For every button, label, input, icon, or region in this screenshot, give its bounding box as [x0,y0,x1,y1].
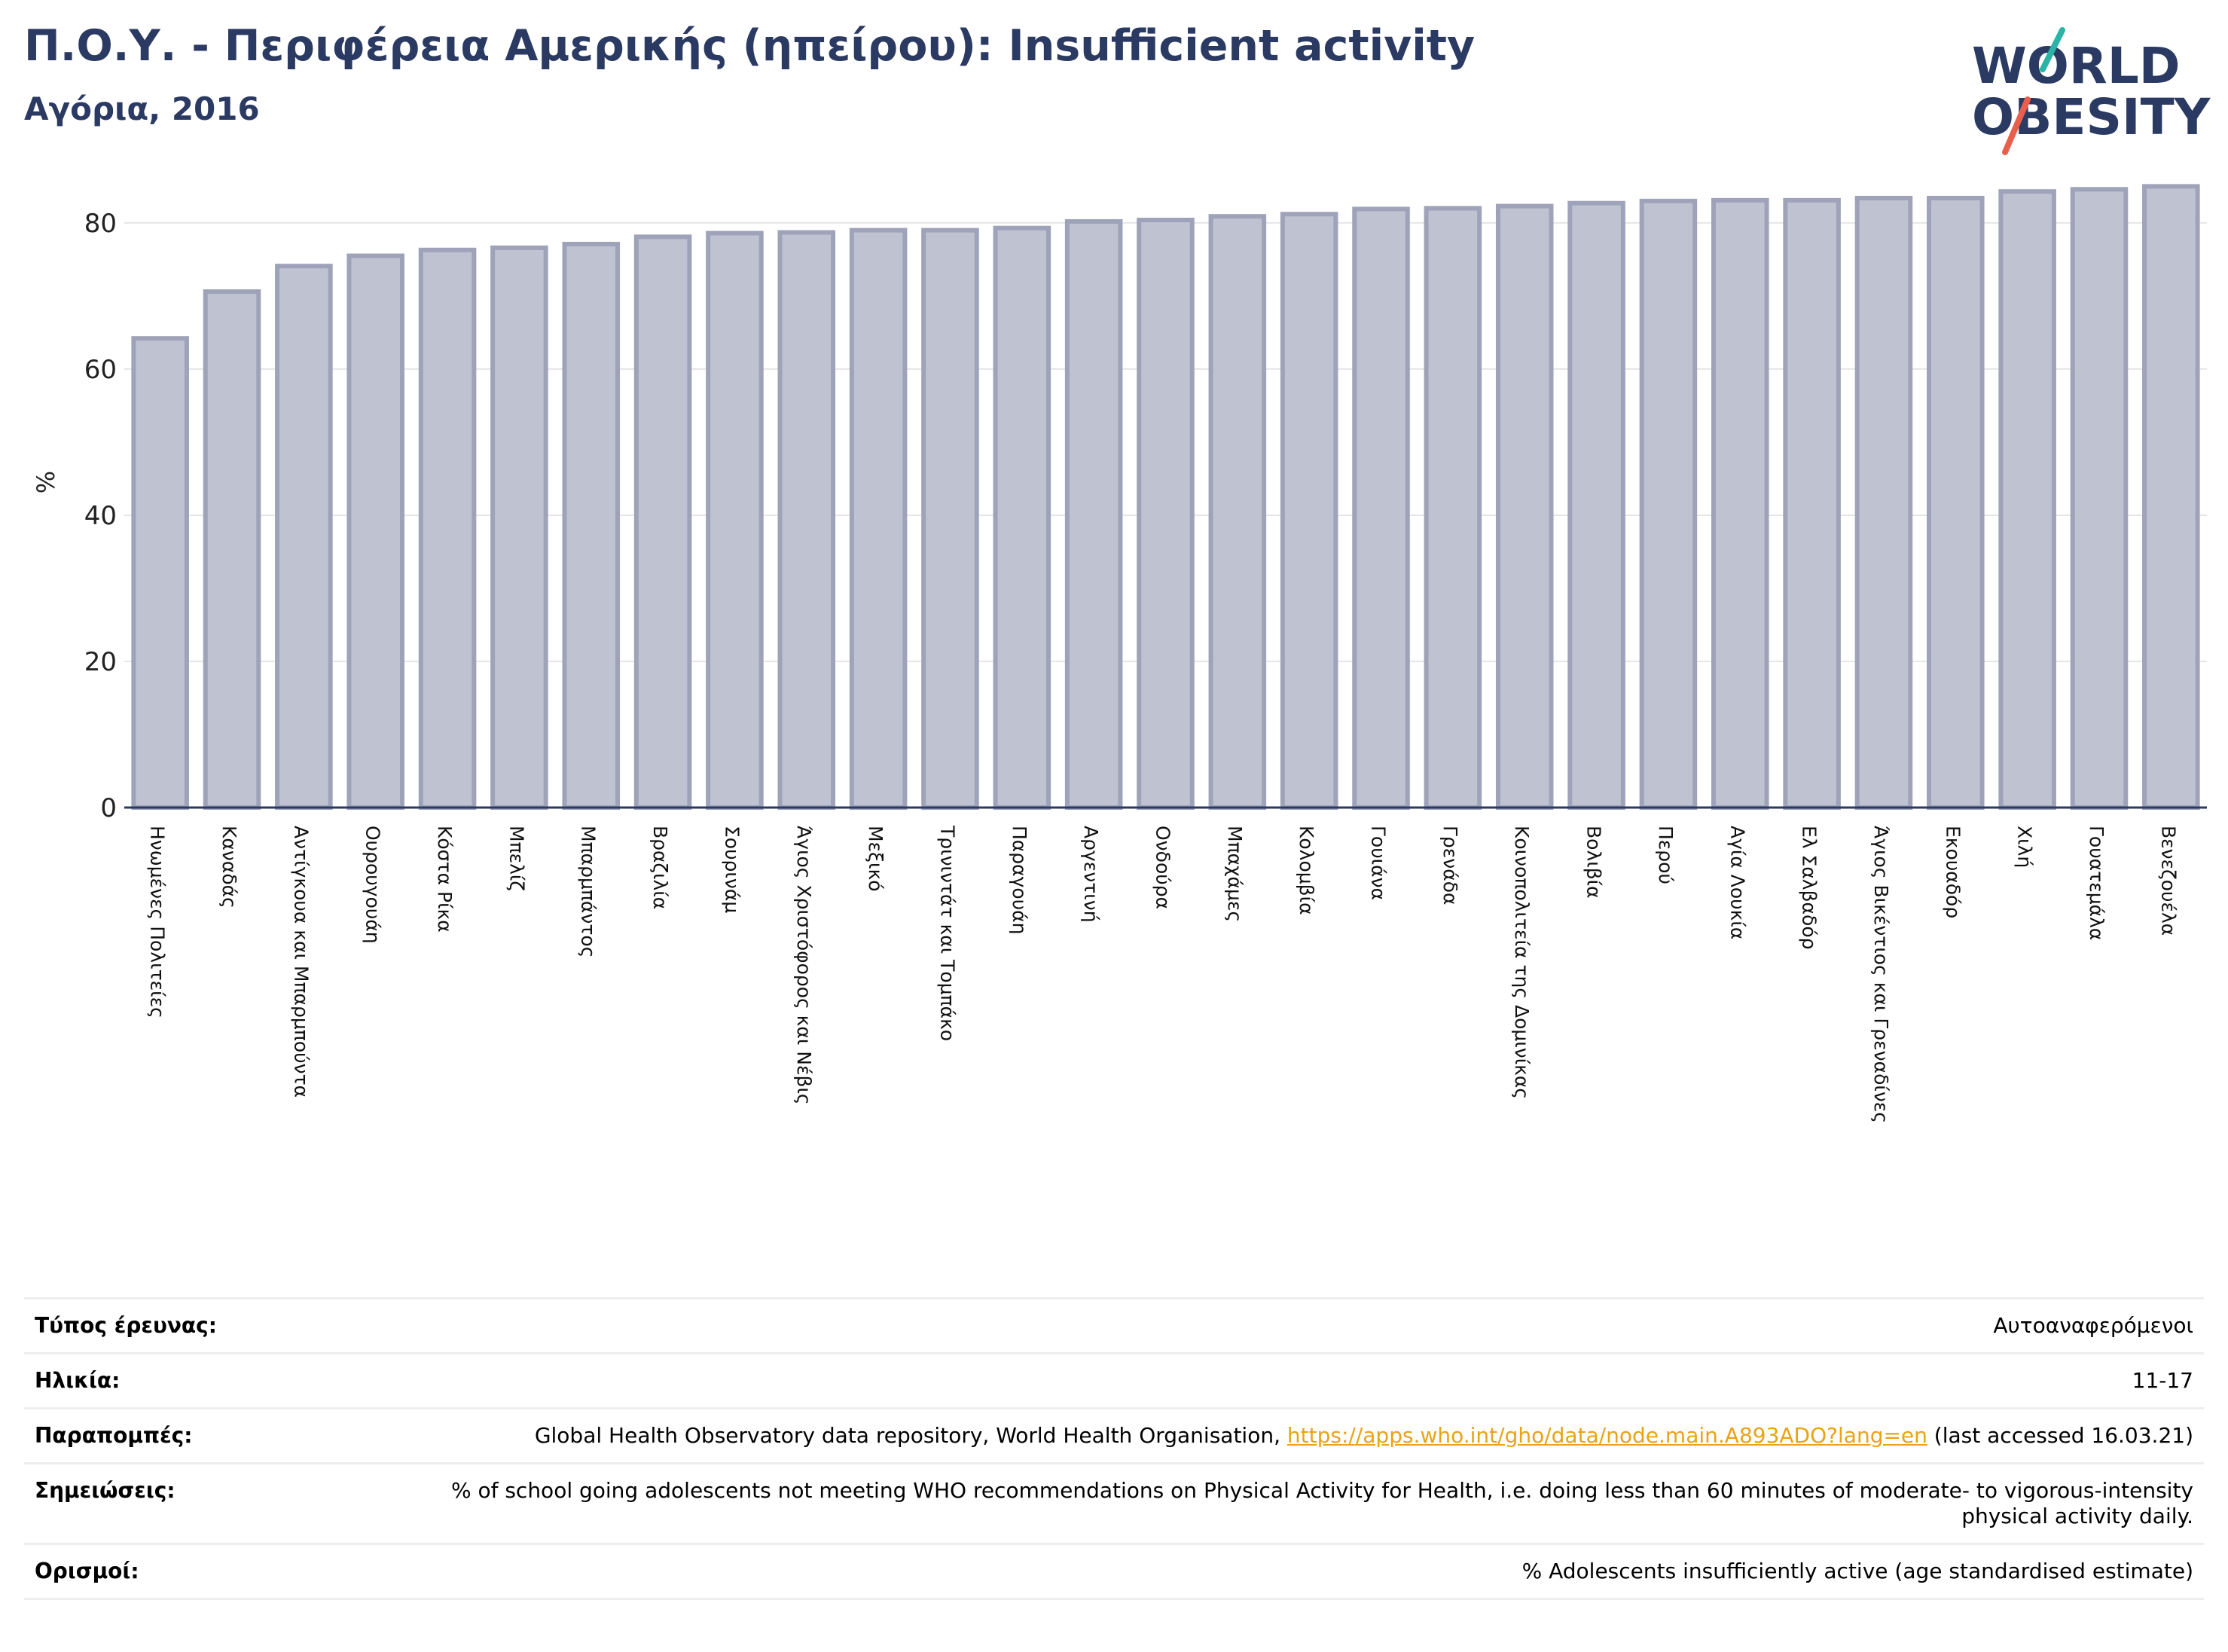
x-tick-labels: Ηνωμένες Πολιτείες Καναδάς Αντίγκουα και Μ… [147,825,2180,1123]
bar [203,289,261,810]
x-tick-label: Μπελίζ [505,826,527,891]
meta-value: Global Health Observatory data repositor… [422,1407,2204,1464]
chart-title: Π.Ο.Υ. - Περιφέρεια Αμερικής (ηπείρου): … [24,21,1476,71]
bar [1567,200,1625,810]
bar [1352,206,1410,810]
meta-value: % Adolescents insufficiently active (age… [422,1543,2204,1600]
meta-value: % of school going adolescents not meetin… [422,1462,2204,1545]
meta-label: Ορισμοί: [24,1543,422,1600]
x-tick-label: Ελ Σαλβαδόρ [1799,826,1821,950]
x-tick-label: Αργεντινή [1080,826,1102,923]
y-tick-label: 60 [84,355,117,385]
bar [2070,187,2129,810]
world-obesity-logo: WORLD OBESITY [1972,27,2211,155]
bar [1424,206,1482,810]
y-tick-label: 20 [84,647,117,677]
y-tick-label: 80 [84,209,117,239]
bar [1495,203,1554,810]
x-tick-label: Μπαχάμες [1224,826,1246,922]
x-tick-label: Μεξικό [865,826,887,892]
bar [2142,184,2200,811]
meta-row-references: Παραπομπές: Global Health Observatory da… [24,1407,2204,1464]
x-tick-label: Περού [1655,826,1677,884]
meta-row-age: Ηλικία: 11-17 [24,1352,2204,1409]
x-tick-label: Αντίγκουα και Μπαρμπούντα [290,826,312,1098]
meta-row-survey-type: Τύπος έρευνας: Αυτοαναφερόμενοι [24,1297,2204,1354]
bar [1783,197,1841,810]
bar [921,227,979,810]
svg-text:WORLD: WORLD [1972,37,2181,95]
bar [777,230,836,810]
meta-label: Παραπομπές: [24,1407,422,1464]
x-tick-label: Μπαρμπάντος [578,826,600,957]
bar [490,245,548,810]
reference-link[interactable]: https://apps.who.int/gho/data/node.main.… [1286,1423,1927,1448]
bar [1854,195,1913,810]
bar [1137,218,1195,810]
bar [1208,214,1267,810]
meta-label: Σημειώσεις: [24,1462,422,1545]
x-tick-label: Σουρινάμ [721,826,743,913]
meta-row-definitions: Ορισμοί: % Adolescents insufficiently ac… [24,1543,2204,1600]
bar [993,225,1051,810]
bar [562,242,621,810]
bar [275,264,333,810]
x-tick-label: Γουιάνα [1368,826,1390,900]
x-tick-label: Εκουαδόρ [1942,826,1964,918]
x-tick-label: Βενεζουέλα [2157,826,2179,936]
y-axis: 0 20 40 60 80 [84,209,117,823]
x-tick-label: Κολομβία [1296,826,1317,915]
x-tick-label: Παραγουάη [1009,826,1030,935]
reference-text: Global Health Observatory data repositor… [534,1423,1287,1448]
meta-value: 11-17 [422,1352,2204,1409]
bar [706,231,764,810]
x-tick-label: Βολιβία [1583,826,1605,899]
x-tick-label: Κόστα Ρίκα [434,826,456,933]
reference-suffix: (last accessed 16.03.21) [1927,1423,2193,1448]
x-tick-label: Χιλή [2014,826,2036,868]
metadata-table: Τύπος έρευνας: Αυτοαναφερόμενοι Ηλικία: … [24,1297,2204,1600]
bar [131,336,189,810]
bar [1280,212,1338,810]
x-tick-label: Ονδούρα [1152,826,1174,909]
bar [1711,197,1769,810]
x-tick-label: Άγιος Βικέντιος και Γρεναδίνες [1870,826,1892,1123]
bar [418,247,477,810]
bars [131,184,2200,811]
bar [1064,218,1123,810]
bar [346,253,404,810]
chart-subtitle: Αγόρια, 2016 [24,90,260,127]
bar [1998,189,2056,810]
bar [633,234,692,811]
x-tick-label: Αγία Λουκία [1726,826,1748,939]
x-tick-label: Κοινοπολιτεία της Δομινίκας [1511,826,1533,1099]
bar [849,227,908,810]
x-tick-label: Τρινιντάτ και Τομπάκο [936,825,958,1041]
x-tick-label: Γρενάδα [1439,826,1461,905]
meta-label: Ηλικία: [24,1352,422,1409]
meta-row-notes: Σημειώσεις: % of school going adolescent… [24,1462,2204,1545]
x-tick-label: Βραζιλία [649,826,671,909]
x-tick-label: Ουρουγουάη [362,826,384,944]
bar-chart: 0 20 40 60 80 Ηνωμένες Πολιτείες Καναδάς Αντίγ… [32,184,2207,1123]
x-tick-label: Ηνωμένες Πολιτείες [147,826,169,1018]
y-axis-label: % [32,471,60,493]
meta-label: Τύπος έρευνας: [24,1297,422,1354]
x-tick-label: Καναδάς [218,826,240,908]
bar [1639,198,1698,810]
y-tick-label: 40 [84,501,117,531]
x-tick-label: Γουατεμάλα [2086,826,2107,940]
y-tick-label: 0 [100,793,117,823]
bar [1927,195,1985,810]
meta-value: Αυτοαναφερόμενοι [422,1297,2204,1354]
x-tick-label: Άγιος Χριστόφορος και Νέβις [793,826,815,1105]
